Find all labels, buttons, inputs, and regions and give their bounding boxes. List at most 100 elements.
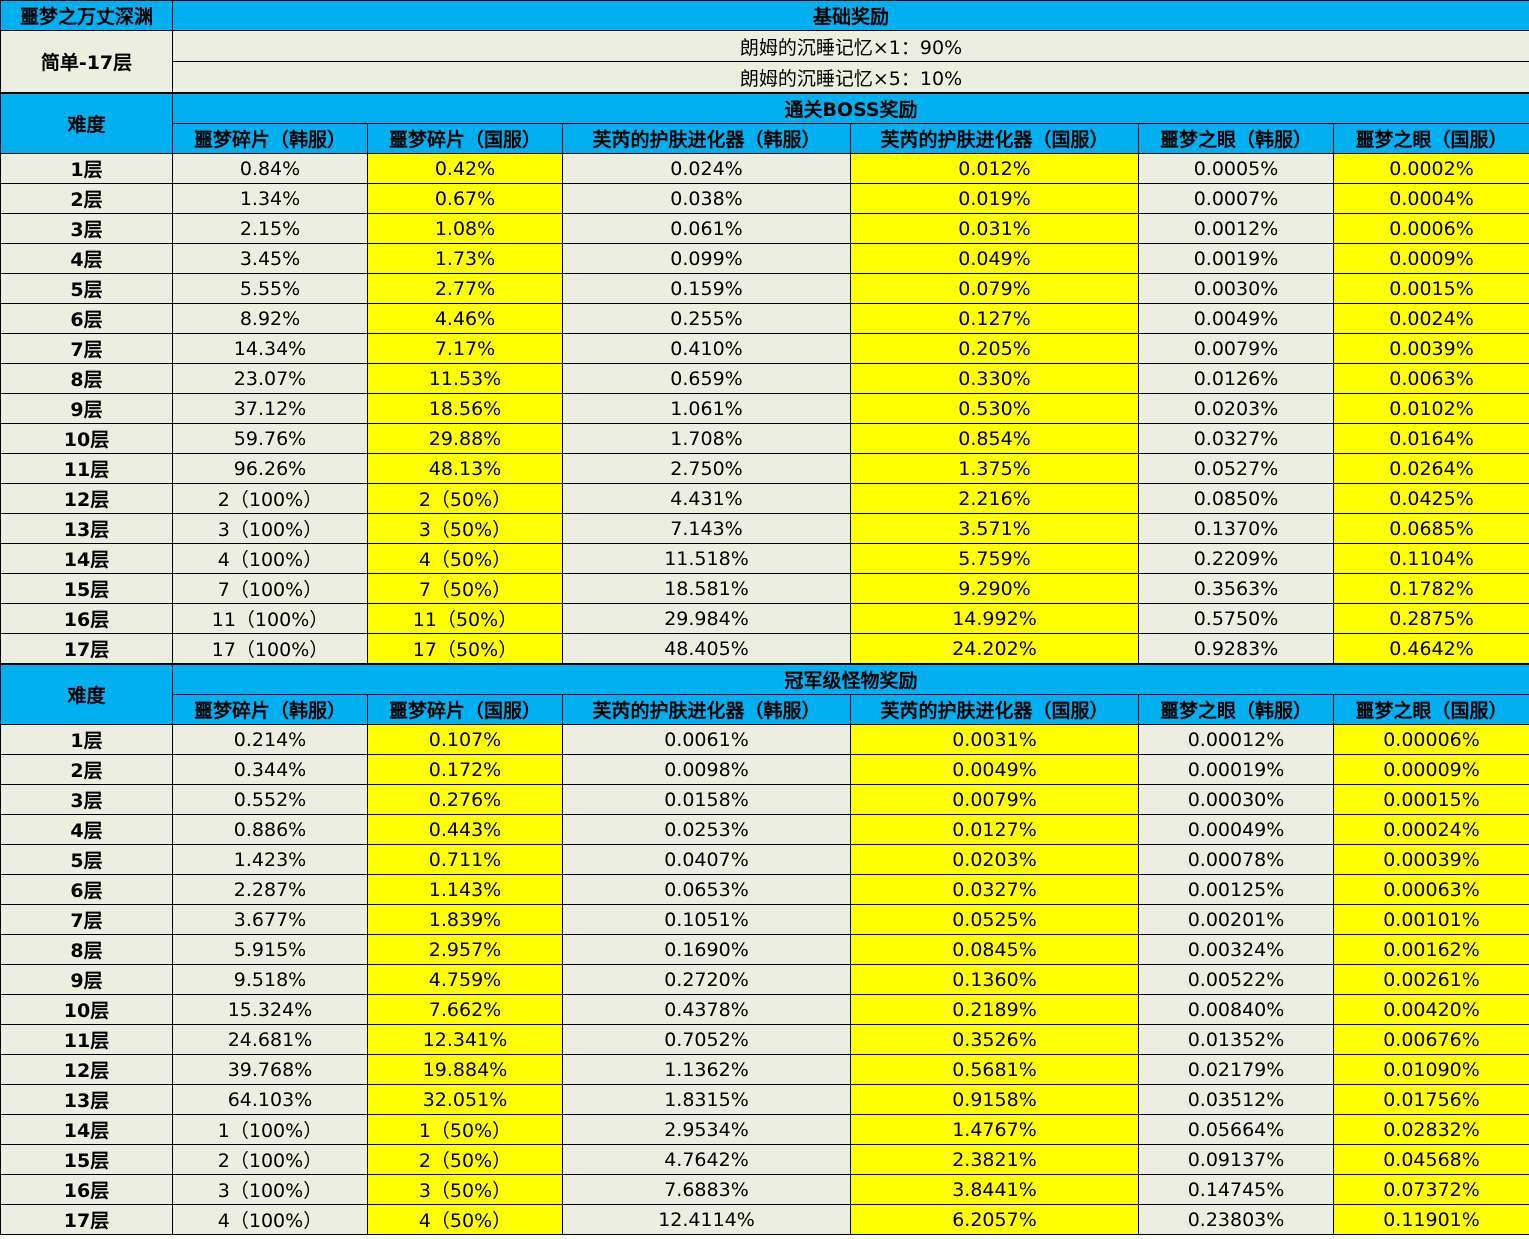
table-row: 8层 23.07% 11.53% 0.659% 0.330% 0.0126% 0.0063% xyxy=(0,363,1529,394)
table-row: 15层 2（100%） 2（50%） 4.7642% 2.3821% 0.09137% 0.… xyxy=(0,1144,1529,1175)
table-row: 12层 2（100%） 2（50%） 4.431% 2.216% 0.0850% 0.042… xyxy=(0,483,1529,514)
table-cell: 3（100%） xyxy=(172,513,368,544)
table-cell: 7（100%） xyxy=(172,573,368,604)
table-cell: 0.0203% xyxy=(1138,393,1334,424)
table-cell: 0.00101% xyxy=(1332,904,1529,935)
level-label: 14层 xyxy=(0,543,173,574)
table-cell: 0.02832% xyxy=(1332,1114,1529,1145)
table-cell: 18.56% xyxy=(367,393,563,424)
base-reward-line-2: 朗姆的沉睡记忆×5：10% xyxy=(171,61,1529,94)
table-cell: 0.019% xyxy=(850,183,1139,214)
table-cell: 0.09137% xyxy=(1138,1144,1334,1175)
table-row: 7层 3.677% 1.839% 0.1051% 0.0525% 0.00201% 0.00… xyxy=(0,904,1529,935)
table-cell: 0.0063% xyxy=(1332,363,1529,394)
champion-col-header: 芙芮的护肤进化器（韩服） xyxy=(562,694,851,725)
table-cell: 0.7052% xyxy=(562,1024,851,1055)
boss-col-header: 噩梦之眼（国服） xyxy=(1332,123,1529,154)
table-cell: 0.344% xyxy=(172,754,368,785)
table-cell: 0.07372% xyxy=(1332,1174,1529,1205)
table-cell: 4（50%） xyxy=(367,1204,563,1235)
table-cell: 0.0019% xyxy=(1138,243,1334,274)
table-cell: 0.00063% xyxy=(1332,874,1529,905)
table-cell: 39.768% xyxy=(172,1054,368,1085)
table-cell: 0.711% xyxy=(367,844,563,875)
table-row: 4层 3.45% 1.73% 0.099% 0.049% 0.0019% 0.0009% xyxy=(0,243,1529,274)
table-cell: 0.9283% xyxy=(1138,633,1334,665)
table-cell: 2（50%） xyxy=(367,483,563,514)
table-cell: 2.3821% xyxy=(850,1144,1139,1175)
table-cell: 0.0049% xyxy=(850,754,1139,785)
level-label: 8层 xyxy=(0,363,173,394)
mode-label: 简单-17层 xyxy=(0,30,173,94)
table-cell: 1.73% xyxy=(367,243,563,274)
table-cell: 17（50%） xyxy=(367,633,563,665)
table-cell: 59.76% xyxy=(172,423,368,454)
table-cell: 0.031% xyxy=(850,213,1139,244)
table-cell: 0.00009% xyxy=(1332,754,1529,785)
table-row: 17层 4（100%） 4（50%） 12.4114% 6.2057% 0.23803% 0… xyxy=(0,1204,1529,1235)
table-cell: 0.0407% xyxy=(562,844,851,875)
table-cell: 0.330% xyxy=(850,363,1139,394)
level-label: 7层 xyxy=(0,904,173,935)
table-row: 4层 0.886% 0.443% 0.0253% 0.0127% 0.00049% 0.00… xyxy=(0,814,1529,845)
table-cell: 0.5681% xyxy=(850,1054,1139,1085)
table-cell: 0.01352% xyxy=(1138,1024,1334,1055)
table-row: 8层 5.915% 2.957% 0.1690% 0.0845% 0.00324% 0.00… xyxy=(0,934,1529,965)
table-cell: 0.3526% xyxy=(850,1024,1139,1055)
table-cell: 6.2057% xyxy=(850,1204,1139,1235)
table-row: 6层 8.92% 4.46% 0.255% 0.127% 0.0049% 0.0024% xyxy=(0,303,1529,334)
table-cell: 0.0004% xyxy=(1332,183,1529,214)
level-label: 16层 xyxy=(0,1174,173,1205)
table-cell: 0.127% xyxy=(850,303,1139,334)
table-cell: 11.518% xyxy=(562,543,851,574)
table-cell: 0.0005% xyxy=(1138,153,1334,184)
boss-col-header: 芙芮的护肤进化器（韩服） xyxy=(562,123,851,154)
table-cell: 0.0031% xyxy=(850,724,1139,755)
table-cell: 0.854% xyxy=(850,423,1139,454)
table-cell: 14.34% xyxy=(172,333,368,364)
table-cell: 1.08% xyxy=(367,213,563,244)
table-cell: 0.00012% xyxy=(1138,724,1334,755)
table-cell: 0.0002% xyxy=(1332,153,1529,184)
table-cell: 48.405% xyxy=(562,633,851,665)
table-cell: 0.00420% xyxy=(1332,994,1529,1025)
table-cell: 0.530% xyxy=(850,393,1139,424)
table-cell: 3.45% xyxy=(172,243,368,274)
table-row: 3层 2.15% 1.08% 0.061% 0.031% 0.0012% 0.0006% xyxy=(0,213,1529,244)
table-cell: 0.0158% xyxy=(562,784,851,815)
table-cell: 0.1051% xyxy=(562,904,851,935)
table-cell: 2.750% xyxy=(562,453,851,484)
champion-col-header: 噩梦碎片（韩服） xyxy=(172,694,368,725)
level-label: 9层 xyxy=(0,964,173,995)
table-cell: 0.00030% xyxy=(1138,784,1334,815)
table-cell: 0.0164% xyxy=(1332,423,1529,454)
table-row: 5层 5.55% 2.77% 0.159% 0.079% 0.0030% 0.0015% xyxy=(0,273,1529,304)
table-cell: 0.552% xyxy=(172,784,368,815)
level-label: 4层 xyxy=(0,243,173,274)
table-cell: 4（50%） xyxy=(367,543,563,574)
level-label: 11层 xyxy=(0,1024,173,1055)
table-cell: 19.884% xyxy=(367,1054,563,1085)
boss-reward-heading: 通关BOSS奖励 xyxy=(171,92,1529,124)
table-cell: 0.172% xyxy=(367,754,563,785)
table-cell: 96.26% xyxy=(172,453,368,484)
table-cell: 0.4642% xyxy=(1332,633,1529,665)
level-label: 1层 xyxy=(0,153,173,184)
table-row: 14层 1（100%） 1（50%） 2.9534% 1.4767% 0.05664% 0.… xyxy=(0,1114,1529,1145)
table-row: 10层 15.324% 7.662% 0.4378% 0.2189% 0.00840% 0.… xyxy=(0,994,1529,1025)
table-cell: 0.0061% xyxy=(562,724,851,755)
table-cell: 0.0203% xyxy=(850,844,1139,875)
table-cell: 0.04568% xyxy=(1332,1144,1529,1175)
table-cell: 0.0030% xyxy=(1138,273,1334,304)
table-cell: 0.255% xyxy=(562,303,851,334)
boss-col-header: 噩梦之眼（韩服） xyxy=(1138,123,1334,154)
table-cell: 0.00324% xyxy=(1138,934,1334,965)
table-cell: 0.159% xyxy=(562,273,851,304)
table-cell: 0.3563% xyxy=(1138,573,1334,604)
table-cell: 0.2189% xyxy=(850,994,1139,1025)
boss-reward-rows: 1层 0.84% 0.42% 0.024% 0.012% 0.0005% 0.0002% 2层… xyxy=(0,153,1529,665)
table-cell: 4.759% xyxy=(367,964,563,995)
table-cell: 0.0850% xyxy=(1138,483,1334,514)
table-cell: 0.0049% xyxy=(1138,303,1334,334)
